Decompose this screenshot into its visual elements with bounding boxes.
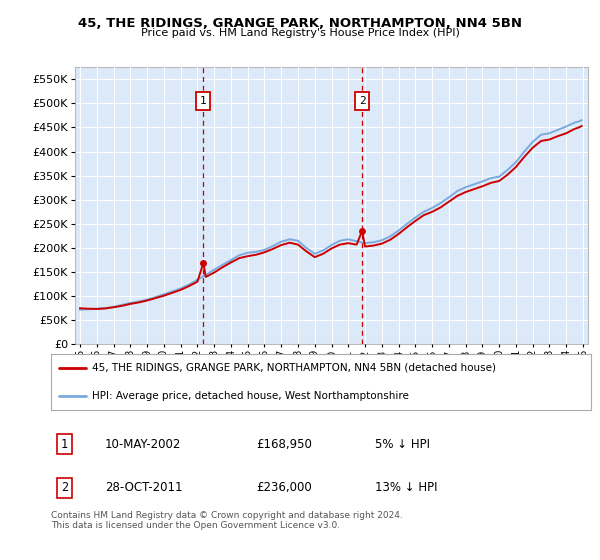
Text: HPI: Average price, detached house, West Northamptonshire: HPI: Average price, detached house, West… (91, 391, 409, 401)
Text: 5% ↓ HPI: 5% ↓ HPI (375, 438, 430, 451)
Text: Price paid vs. HM Land Registry's House Price Index (HPI): Price paid vs. HM Land Registry's House … (140, 28, 460, 38)
Text: 10-MAY-2002: 10-MAY-2002 (105, 438, 181, 451)
Text: 13% ↓ HPI: 13% ↓ HPI (375, 481, 437, 494)
Text: 1: 1 (61, 438, 68, 451)
Text: 2: 2 (359, 96, 365, 106)
Text: 45, THE RIDINGS, GRANGE PARK, NORTHAMPTON, NN4 5BN: 45, THE RIDINGS, GRANGE PARK, NORTHAMPTO… (78, 17, 522, 30)
Text: £236,000: £236,000 (256, 481, 312, 494)
Text: 28-OCT-2011: 28-OCT-2011 (105, 481, 182, 494)
Text: 45, THE RIDINGS, GRANGE PARK, NORTHAMPTON, NN4 5BN (detached house): 45, THE RIDINGS, GRANGE PARK, NORTHAMPTO… (91, 363, 496, 373)
Text: 1: 1 (200, 96, 207, 106)
Text: 2: 2 (61, 481, 68, 494)
Text: £168,950: £168,950 (256, 438, 312, 451)
Text: Contains HM Land Registry data © Crown copyright and database right 2024.
This d: Contains HM Land Registry data © Crown c… (51, 511, 403, 530)
